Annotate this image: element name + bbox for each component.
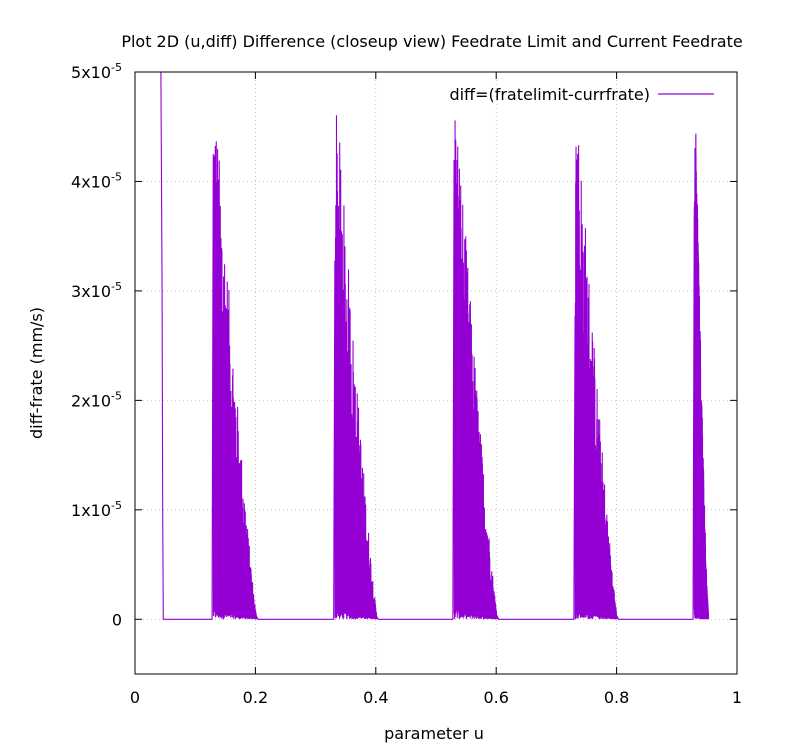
y-tick-label: 0	[112, 610, 122, 629]
x-tick-label: 0.6	[483, 688, 508, 707]
legend-label: diff=(fratelimit-currfrate)	[449, 85, 650, 104]
y-axis-label: diff-frate (mm/s)	[27, 307, 46, 439]
x-tick-label: 0.4	[363, 688, 388, 707]
x-tick-label: 0.8	[604, 688, 629, 707]
x-tick-label: 0.2	[243, 688, 268, 707]
chart-title: Plot 2D (u,diff) Difference (closeup vie…	[121, 32, 742, 51]
x-tick-label: 0	[130, 688, 140, 707]
x-tick-label: 1	[732, 688, 742, 707]
x-axis-label: parameter u	[384, 724, 484, 743]
